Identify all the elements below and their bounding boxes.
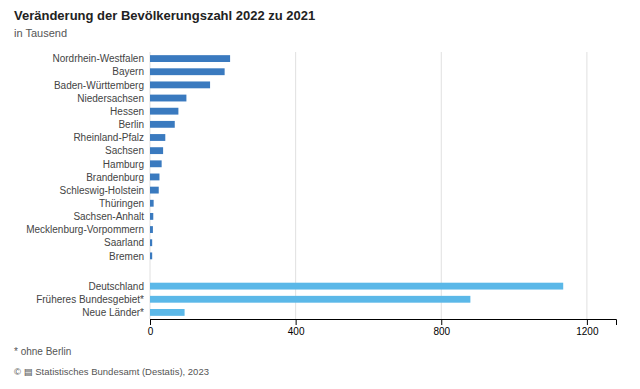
tick: Berlin <box>118 119 150 130</box>
tick: 800 <box>433 319 450 337</box>
bar <box>150 283 563 290</box>
tick-label: Schleswig-Holstein <box>60 185 144 196</box>
tick: Hamburg <box>103 158 150 169</box>
tick: Niedersachsen <box>77 93 150 104</box>
tick: Hessen <box>110 106 150 117</box>
tick-label: Mecklenburg-Vorpommern <box>26 224 144 235</box>
tick-label: Bayern <box>112 66 144 77</box>
tick-label: Nordrhein-Westfalen <box>52 53 144 64</box>
tick-label: 1200 <box>576 326 599 337</box>
bar <box>150 213 153 220</box>
tick-label: Saarland <box>104 237 144 248</box>
tick-label: Brandenburg <box>86 172 144 183</box>
title: Veränderung der Bevölkerungszahl 2022 zu… <box>14 8 315 23</box>
annotation: © ▤ Statistisches Bundesamt (Destatis), … <box>14 366 209 377</box>
tick: Sachsen-Anhalt <box>73 211 150 222</box>
bar <box>150 55 230 62</box>
chart: Veränderung der Bevölkerungszahl 2022 zu… <box>0 0 640 389</box>
tick-label: Thüringen <box>99 198 144 209</box>
tick-label: Niedersachsen <box>77 93 144 104</box>
tick-label: Berlin <box>118 119 144 130</box>
tick-label: 400 <box>288 326 305 337</box>
grid <box>150 52 587 319</box>
bar <box>150 252 152 259</box>
tick-mark <box>587 319 588 325</box>
tick: Rheinland-Pfalz <box>73 132 150 143</box>
tick-mark <box>150 319 151 325</box>
tick: Neue Länder* <box>82 307 150 318</box>
tick: Schleswig-Holstein <box>60 185 150 196</box>
tick: Thüringen <box>99 198 150 209</box>
y-axis: Nordrhein-Westfalen Bayern Baden-Württembe… <box>26 53 150 318</box>
tick: Bayern <box>112 66 150 77</box>
tick: Sachsen <box>105 145 150 156</box>
tick-label: 0 <box>148 326 154 337</box>
tick-mark <box>441 319 442 325</box>
bar <box>150 95 186 102</box>
grid-line <box>295 52 296 319</box>
tick: Deutschland <box>88 281 150 292</box>
grid-line <box>586 52 587 319</box>
bar <box>150 200 154 207</box>
tick-label: Früheres Bundesgebiet* <box>36 294 144 305</box>
tick: Bremen <box>109 251 150 262</box>
bar <box>150 226 153 233</box>
bar <box>150 81 210 88</box>
tick-label: Sachsen <box>105 145 144 156</box>
tick: Brandenburg <box>86 172 150 183</box>
tick-mark <box>296 319 297 325</box>
tick: Mecklenburg-Vorpommern <box>26 224 150 235</box>
bar <box>150 147 163 154</box>
x-axis: 0 400 800 1200 <box>148 319 617 337</box>
annotation: * ohne Berlin <box>14 346 71 357</box>
bar <box>150 296 470 303</box>
bar <box>150 187 159 194</box>
bars <box>150 55 563 316</box>
axis-line <box>151 320 617 326</box>
tick-label: Hessen <box>110 106 144 117</box>
tick-label: Baden-Württemberg <box>54 80 144 91</box>
bar <box>150 134 165 141</box>
grid-line <box>150 52 151 319</box>
bar <box>150 108 178 115</box>
bar <box>150 68 225 75</box>
tick-label: Hamburg <box>103 158 144 169</box>
bar <box>150 309 185 316</box>
plot: 0 400 800 1200 Nordrhein-Westfalen Bayern Bade… <box>26 52 616 337</box>
bar <box>150 160 162 167</box>
bar <box>150 121 175 128</box>
tick-label: 800 <box>433 326 450 337</box>
tick-label: Sachsen-Anhalt <box>73 211 144 222</box>
tick-label: Bremen <box>109 251 144 262</box>
grid-line <box>441 52 442 319</box>
tick-label: Neue Länder* <box>82 307 144 318</box>
tick-label: Deutschland <box>88 281 144 292</box>
tick: Baden-Württemberg <box>54 80 150 91</box>
subtitle: in Tausend <box>14 27 67 39</box>
tick: Früheres Bundesgebiet* <box>36 294 150 305</box>
tick: Saarland <box>104 237 150 248</box>
tick: 0 <box>148 319 154 337</box>
tick: 400 <box>288 319 305 337</box>
tick: Nordrhein-Westfalen <box>52 53 150 64</box>
tick-label: Rheinland-Pfalz <box>73 132 144 143</box>
bar <box>150 174 159 181</box>
tick: 1200 <box>576 319 599 337</box>
bar <box>150 239 152 246</box>
